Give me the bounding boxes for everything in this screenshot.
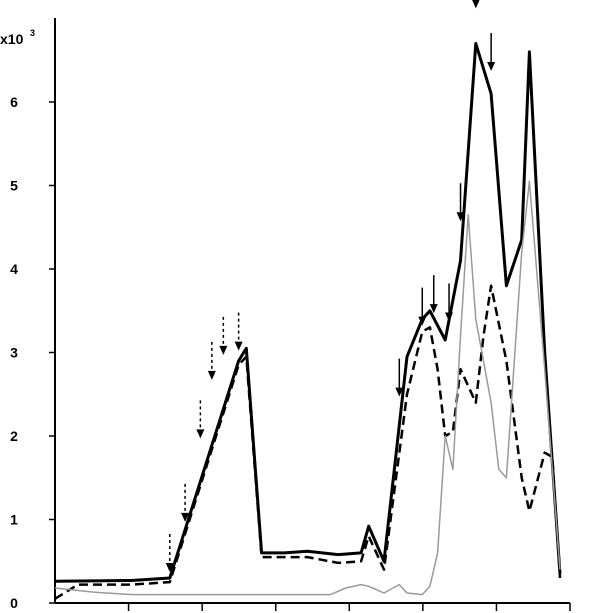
solid-arrow-marker [487, 32, 496, 71]
solid-arrow-marker [429, 275, 438, 314]
solid-arrow-marker [445, 283, 454, 322]
arrow-head [181, 512, 190, 522]
y-multiplier-exponent: 3 [30, 28, 35, 38]
arrow-head [456, 212, 465, 222]
dashed-arrow-marker [219, 316, 228, 355]
y-tick-label: 4 [10, 261, 18, 277]
y-tick-label: 3 [10, 345, 18, 361]
arrow-markers [165, 0, 496, 572]
dashed-arrow-marker [196, 400, 205, 439]
y-tick-label: 1 [10, 512, 18, 528]
solid-arrow-marker [472, 0, 480, 9]
arrow-head [165, 562, 174, 572]
dashed-arrow-marker [234, 312, 243, 351]
arrow-head [472, 0, 480, 9]
series-line-dashed [54, 284, 562, 600]
series-line-thin-gray [54, 180, 561, 596]
y-multiplier-label: x10 [0, 31, 24, 47]
solid-arrow-marker [456, 183, 465, 222]
y-axis: 0 1 2 3 4 5 6 [10, 18, 56, 611]
arrow-head [395, 387, 404, 397]
solid-arrow-marker [395, 358, 404, 397]
arrow-head [234, 341, 243, 351]
dashed-arrow-marker [165, 533, 174, 572]
arrow-head [429, 304, 438, 314]
solid-arrow-marker [418, 287, 427, 326]
arrow-head [207, 370, 216, 380]
dashed-arrow-marker [207, 341, 216, 380]
y-tick-label: 2 [10, 428, 18, 444]
y-tick-label: 0 [10, 595, 18, 611]
x-axis [55, 602, 571, 611]
dashed-arrow-marker [181, 483, 190, 522]
series-line-thick-solid [54, 42, 562, 583]
y-tick-label: 5 [10, 178, 18, 194]
arrow-head [418, 316, 427, 326]
arrow-head [445, 312, 454, 322]
series-group [54, 42, 562, 600]
arrow-head [487, 61, 496, 71]
arrow-head [219, 345, 228, 355]
y-tick-label: 6 [10, 94, 18, 110]
arrow-head [196, 429, 205, 439]
